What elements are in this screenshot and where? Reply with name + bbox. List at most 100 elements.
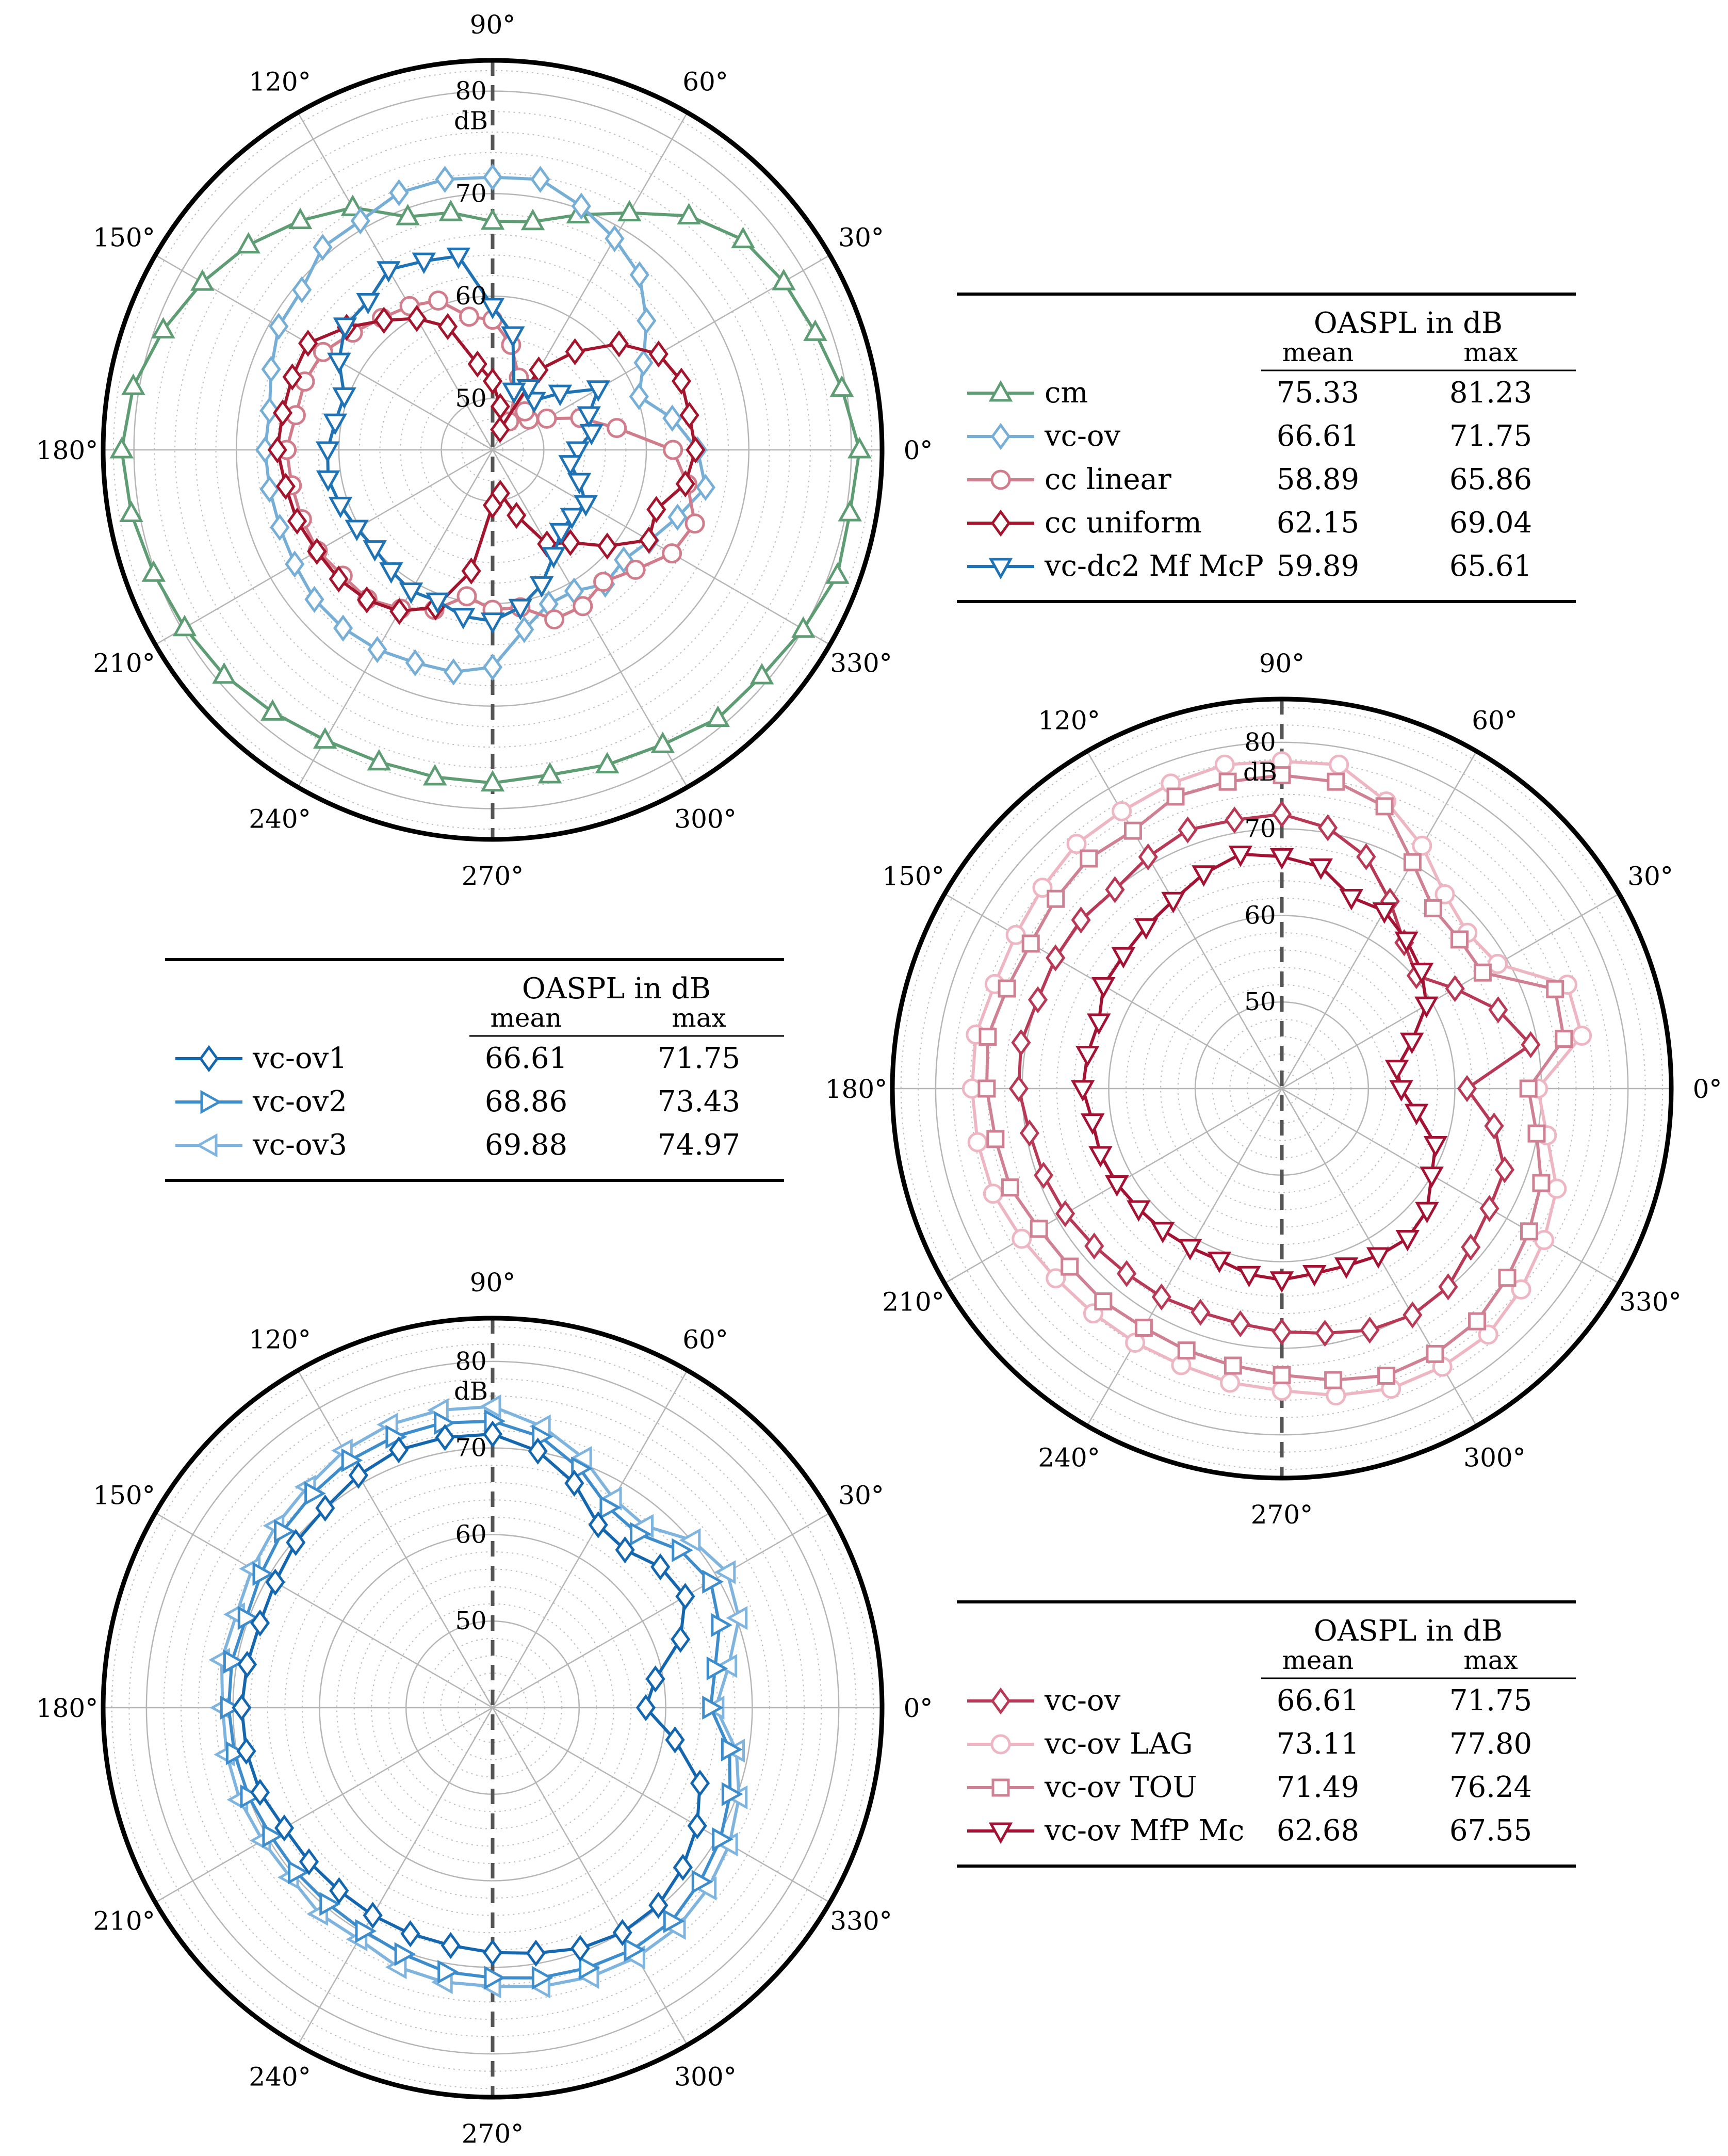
radial-tick-label: 60 [1244,901,1276,930]
legend-series-name: vc-ov LAG [1044,1727,1193,1761]
data-point [270,513,290,541]
data-point [531,1966,553,1990]
data-point [712,1827,733,1852]
data-point [560,529,580,556]
data-point [428,290,449,311]
data-point [236,1737,256,1765]
data-point [605,225,625,252]
data-point [726,1606,748,1630]
data-point [1420,1166,1444,1188]
legend-mean-value: 75.33 [1277,376,1359,410]
radial-tick-label: 60 [455,282,486,311]
data-point [316,470,340,492]
data-point [1084,1232,1104,1260]
data-point [356,586,377,613]
radial-tick-label: 50 [1244,987,1276,1016]
data-point [665,1726,685,1754]
data-point [1309,858,1333,880]
legend-marker [988,558,1013,580]
legend-marker [990,469,1011,490]
data-point [313,727,337,749]
data-point [1521,1031,1541,1059]
data-point [711,1613,732,1638]
data-point [1403,1301,1423,1329]
data-point [706,1656,728,1681]
angle-tick-label: 60° [682,1325,728,1355]
data-point [348,1462,369,1489]
angle-tick-label: 0° [904,435,933,465]
data-point [237,1650,257,1678]
angle-tick-label: 210° [93,649,155,678]
radial-unit-label: dB [1243,758,1277,787]
data-point [1546,980,1564,998]
data-point [379,562,403,584]
grid-spoke [492,112,688,450]
data-point [435,166,455,193]
data-point [663,440,683,460]
data-point [313,234,333,261]
angle-tick-label: 60° [682,67,728,97]
angle-tick-label: 180° [825,1074,887,1104]
legend-row: cm 75.33 81.23 [967,376,1532,410]
legend-mean-value: 71.49 [1277,1771,1359,1804]
legend-row: vc-dc2 Mf McP 59.89 65.61 [967,549,1532,583]
angle-tick-label: 30° [1627,862,1673,891]
data-point [573,596,593,617]
data-point [1224,1356,1242,1375]
data-point [1572,1025,1592,1046]
legend-row: vc-ov2 68.86 73.43 [175,1085,740,1118]
legend-col-mean: mean [1282,337,1354,367]
data-point [1105,1175,1129,1197]
grid-spoke [492,449,688,788]
data-point [274,1814,295,1842]
data-point [1334,1257,1359,1279]
legend-mean-value: 62.15 [1277,506,1359,540]
data-point [1055,1200,1075,1227]
grid-spoke [492,1512,830,1709]
angle-tick-label: 180° [36,1693,98,1723]
data-point [288,207,313,230]
angle-tick-label: 240° [249,804,311,834]
data-point [328,496,353,518]
data-point [412,252,436,274]
data-point [1028,986,1048,1014]
data-point [1178,1239,1202,1261]
data-point [633,349,654,377]
legend-series-name: vc-ov [1044,1684,1121,1717]
data-point [287,507,307,535]
data-point [232,1694,252,1722]
data-point [1061,1257,1079,1276]
data-point [451,608,476,629]
data-point [791,616,816,638]
legend-mean-value: 59.89 [1277,549,1359,583]
data-point [1434,884,1455,904]
legend-row: vc-ov LAG 73.11 77.80 [967,1727,1532,1761]
data-point [459,306,479,327]
legend-marker [990,1734,1011,1755]
angle-tick-label: 120° [249,1325,311,1355]
radial-tick-label: 50 [455,384,486,413]
angle-tick-label: 120° [1038,706,1100,736]
data-point [847,436,872,459]
data-point [637,307,657,334]
grid-spoke [492,449,830,645]
data-point [662,543,682,564]
data-point [508,598,533,621]
legend-max-value: 81.23 [1449,376,1532,410]
data-point [650,732,675,753]
series-cm [109,194,872,792]
data-point [599,1495,622,1520]
data-point [484,1966,506,1990]
data-point [1473,963,1492,982]
data-point [272,399,293,427]
data-point [479,1394,501,1419]
legend-marker [991,1778,1010,1797]
data-point [645,1665,665,1693]
data-point [1546,1178,1567,1199]
data-point [977,1079,996,1098]
data-point [1177,1341,1196,1360]
data-point [482,1420,503,1448]
data-point [695,474,715,501]
